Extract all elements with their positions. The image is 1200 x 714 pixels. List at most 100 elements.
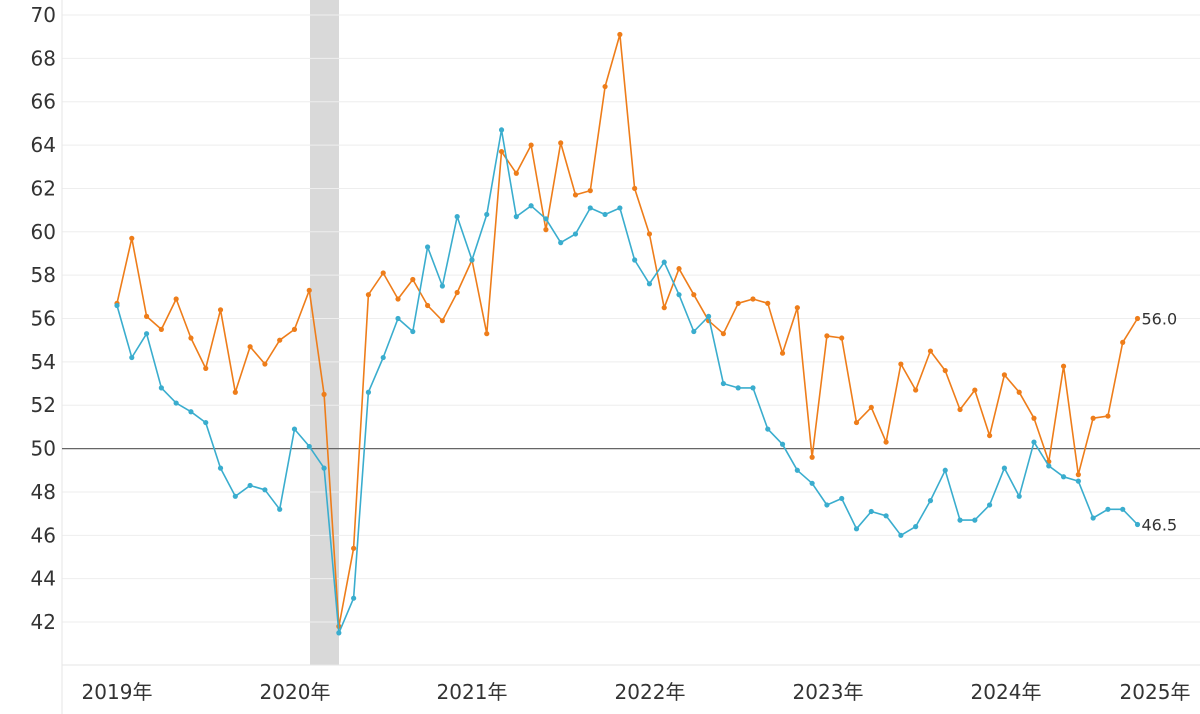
data-point[interactable]	[868, 404, 874, 411]
data-point[interactable]	[277, 506, 283, 512]
data-point[interactable]	[513, 214, 519, 220]
data-point[interactable]	[824, 333, 830, 339]
data-point[interactable]	[439, 318, 445, 324]
data-point[interactable]	[1134, 315, 1141, 322]
data-point[interactable]	[883, 439, 889, 445]
data-point[interactable]	[927, 498, 934, 504]
data-point[interactable]	[602, 211, 608, 218]
data-point[interactable]	[794, 467, 800, 473]
data-point[interactable]	[868, 508, 874, 515]
data-point[interactable]	[306, 443, 312, 450]
data-point[interactable]	[853, 526, 860, 532]
data-point[interactable]	[173, 400, 179, 406]
data-point[interactable]	[1134, 521, 1141, 528]
data-point[interactable]	[158, 326, 164, 332]
data-point[interactable]	[720, 380, 726, 387]
data-point[interactable]	[454, 289, 460, 296]
data-point[interactable]	[484, 211, 490, 218]
data-point[interactable]	[720, 331, 726, 337]
data-point[interactable]	[528, 203, 534, 209]
data-point[interactable]	[543, 227, 549, 233]
data-point[interactable]	[898, 361, 904, 367]
data-point[interactable]	[883, 513, 889, 519]
data-point[interactable]	[291, 426, 298, 432]
data-point[interactable]	[809, 454, 815, 460]
data-point[interactable]	[321, 391, 327, 397]
data-point[interactable]	[587, 188, 593, 194]
data-point[interactable]	[410, 276, 416, 283]
data-point[interactable]	[1120, 339, 1126, 345]
data-point[interactable]	[646, 281, 653, 287]
data-point[interactable]	[439, 283, 445, 289]
data-point[interactable]	[676, 292, 682, 298]
data-point[interactable]	[558, 240, 564, 246]
data-point[interactable]	[824, 502, 830, 508]
data-point[interactable]	[498, 127, 505, 133]
data-point[interactable]	[291, 326, 298, 332]
data-point[interactable]	[706, 313, 712, 319]
data-point[interactable]	[336, 630, 342, 636]
data-point[interactable]	[691, 328, 697, 335]
data-point[interactable]	[632, 185, 638, 192]
data-point[interactable]	[114, 302, 120, 309]
data-point[interactable]	[351, 595, 357, 601]
data-point[interactable]	[750, 385, 756, 391]
data-point[interactable]	[513, 170, 519, 176]
data-point[interactable]	[321, 465, 327, 471]
data-point[interactable]	[617, 31, 623, 38]
data-point[interactable]	[232, 493, 238, 499]
data-point[interactable]	[942, 467, 948, 473]
data-point[interactable]	[410, 328, 416, 335]
data-point[interactable]	[1090, 415, 1096, 421]
data-point[interactable]	[262, 361, 268, 367]
data-point[interactable]	[232, 389, 238, 395]
data-point[interactable]	[987, 432, 993, 439]
data-point[interactable]	[957, 406, 963, 413]
data-point[interactable]	[188, 335, 194, 341]
data-point[interactable]	[424, 244, 431, 250]
data-point[interactable]	[469, 257, 475, 263]
data-point[interactable]	[972, 517, 978, 523]
data-point[interactable]	[898, 532, 904, 538]
data-point[interactable]	[661, 259, 667, 265]
data-point[interactable]	[691, 292, 697, 298]
data-point[interactable]	[247, 482, 253, 489]
data-point[interactable]	[1075, 472, 1081, 478]
data-point[interactable]	[306, 287, 312, 293]
data-point[interactable]	[765, 426, 771, 432]
data-point[interactable]	[424, 302, 431, 309]
data-point[interactable]	[779, 350, 786, 356]
data-point[interactable]	[646, 231, 653, 237]
data-point[interactable]	[1060, 474, 1067, 480]
data-point[interactable]	[188, 409, 194, 415]
data-point[interactable]	[617, 205, 623, 211]
data-point[interactable]	[839, 495, 845, 502]
data-point[interactable]	[987, 502, 993, 508]
data-point[interactable]	[1090, 515, 1096, 521]
data-point[interactable]	[1060, 363, 1067, 369]
data-point[interactable]	[839, 335, 845, 341]
data-point[interactable]	[203, 365, 209, 371]
data-point[interactable]	[395, 296, 401, 302]
data-point[interactable]	[217, 465, 224, 471]
data-point[interactable]	[454, 214, 460, 220]
data-point[interactable]	[543, 216, 549, 222]
data-point[interactable]	[558, 140, 564, 146]
data-point[interactable]	[143, 331, 150, 337]
data-point[interactable]	[498, 148, 505, 155]
data-point[interactable]	[942, 367, 948, 374]
data-point[interactable]	[262, 487, 268, 493]
data-point[interactable]	[735, 300, 741, 306]
data-point[interactable]	[247, 344, 253, 350]
data-point[interactable]	[1046, 463, 1052, 469]
data-point[interactable]	[173, 296, 179, 302]
data-point[interactable]	[129, 235, 135, 241]
data-point[interactable]	[1001, 465, 1008, 471]
data-point[interactable]	[602, 83, 608, 90]
data-point[interactable]	[1016, 389, 1022, 395]
data-point[interactable]	[129, 354, 135, 361]
data-point[interactable]	[484, 331, 490, 337]
data-point[interactable]	[277, 337, 283, 343]
data-point[interactable]	[1031, 415, 1037, 421]
data-point[interactable]	[572, 231, 579, 237]
